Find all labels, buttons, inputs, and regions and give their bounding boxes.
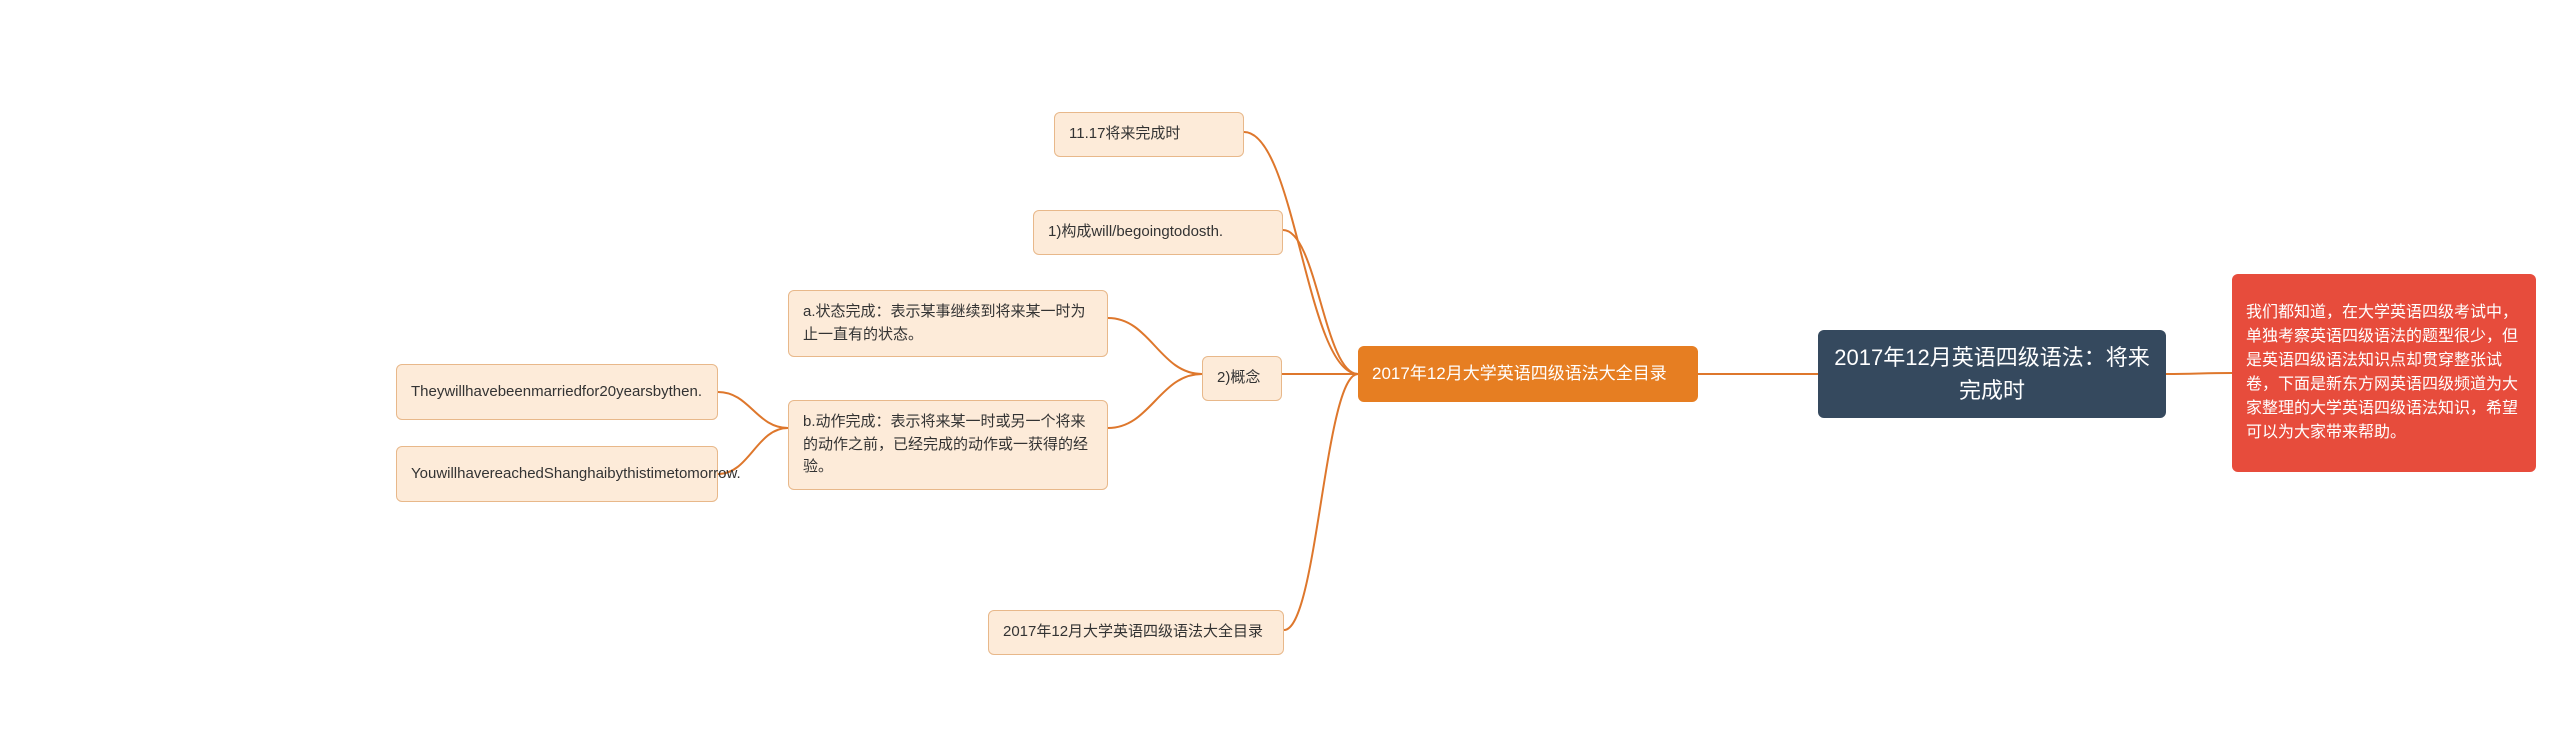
node-catalog: 2017年12月大学英语四级语法大全目录 <box>1358 346 1698 402</box>
node-n3b: b.动作完成：表示将来某一时或另一个将来的动作之前，已经完成的动作或一获得的经验… <box>788 400 1108 490</box>
edge-n3b-ex1 <box>718 392 788 428</box>
edge-catalog-n2 <box>1283 230 1358 374</box>
node-n2: 1)构成will/begoingtodosth. <box>1033 210 1283 255</box>
node-root: 2017年12月英语四级语法：将来完成时 <box>1818 330 2166 418</box>
edge-n3-n3b <box>1108 374 1202 428</box>
node-ex1: Theywillhavebeenmarriedfor20yearsbythen. <box>396 364 718 420</box>
node-desc: 我们都知道，在大学英语四级考试中，单独考察英语四级语法的题型很少，但是英语四级语… <box>2232 274 2536 472</box>
node-ex2: YouwillhavereachedShanghaibythistimetomo… <box>396 446 718 502</box>
node-n4: 2017年12月大学英语四级语法大全目录 <box>988 610 1284 655</box>
edge-n3-n3a <box>1108 318 1202 374</box>
node-n3: 2)概念 <box>1202 356 1282 401</box>
node-n3a: a.状态完成：表示某事继续到将来某一时为止一直有的状态。 <box>788 290 1108 357</box>
edge-catalog-n4 <box>1284 374 1358 630</box>
edge-root-desc <box>2166 373 2232 374</box>
node-n1: 11.17将来完成时 <box>1054 112 1244 157</box>
